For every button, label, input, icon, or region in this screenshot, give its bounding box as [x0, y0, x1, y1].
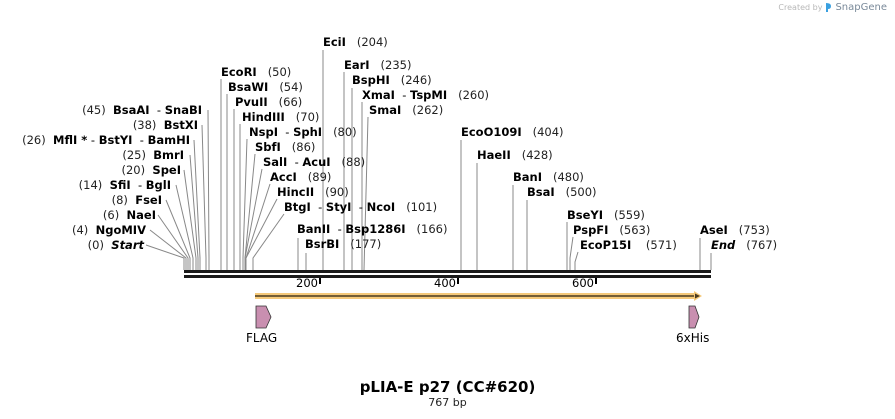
site-ecop15i[interactable]: EcoP15I (571) [580, 238, 677, 252]
site-bseyi[interactable]: BseYI (559) [567, 208, 645, 222]
snapgene-logo-icon [826, 3, 832, 12]
site-spei[interactable]: (20) SpeI [121, 163, 181, 177]
6xhis-feature-icon[interactable] [688, 305, 700, 329]
site-ecori[interactable]: EcoRI (50) [221, 65, 292, 79]
site-end[interactable]: End (767) [711, 238, 778, 252]
site-bsawi[interactable]: BsaWI (54) [228, 80, 303, 94]
feature-label-flag[interactable]: FLAG [246, 331, 278, 345]
ruler-ticks [319, 278, 597, 284]
ruler-label-200: 200 [296, 276, 318, 290]
site-pvuii[interactable]: PvuII (66) [235, 95, 303, 109]
credit-prefix: Created by [778, 3, 823, 12]
site-hindiii[interactable]: HindIII (70) [242, 110, 320, 124]
site-sfii-bgli[interactable]: (14) SfiI - BglI [78, 178, 171, 192]
site-smai[interactable]: SmaI (262) [369, 103, 444, 117]
site-haeii[interactable]: HaeII (428) [477, 148, 553, 162]
site-bsai[interactable]: BsaI (500) [527, 185, 597, 199]
site-bstxi[interactable]: (38) BstXI [132, 118, 198, 132]
map-length: 767 bp [428, 396, 467, 409]
sequence-backbone-bottom [184, 275, 711, 278]
site-sbfi[interactable]: SbfI (86) [255, 140, 316, 154]
site-btgi-styi-ncoi[interactable]: BtgI - StyI - NcoI (101) [284, 200, 438, 214]
site-connector-lines [145, 50, 712, 271]
sequence-backbone-top [184, 270, 711, 273]
site-acci[interactable]: AccI (89) [270, 170, 332, 184]
site-eari[interactable]: EarI (235) [344, 58, 412, 72]
map-title: pLIA-E p27 (CC#620) [359, 378, 536, 396]
site-fsei[interactable]: (8) FseI [111, 193, 162, 207]
site-hincii[interactable]: HincII (90) [277, 185, 349, 199]
site-asei[interactable]: AseI (753) [700, 223, 770, 237]
site-pspfi[interactable]: PspFI (563) [573, 223, 651, 237]
site-xmai-tspmi[interactable]: XmaI - TspMI (260) [362, 88, 490, 102]
site-bmri[interactable]: (25) BmrI [122, 148, 184, 162]
ruler-label-600: 600 [572, 276, 594, 290]
site-start[interactable]: (0) Start [87, 238, 144, 252]
site-banii-bsp1286i[interactable]: BanII - Bsp1286I (166) [297, 222, 448, 236]
site-bsrbi[interactable]: BsrBI (177) [305, 237, 382, 251]
feature-label-6xhis[interactable]: 6xHis [676, 331, 710, 345]
site-bani[interactable]: BanI (480) [513, 170, 584, 184]
site-sali-acui[interactable]: SalI - AcuI (88) [263, 155, 366, 169]
flag-feature-icon[interactable] [255, 305, 272, 329]
ruler-label-400: 400 [434, 276, 456, 290]
site-ecoo109i[interactable]: EcoO109I (404) [461, 125, 564, 139]
snapgene-credit: Created by SnapGene [778, 2, 887, 13]
orf-arrow[interactable] [255, 291, 702, 301]
site-bsphi[interactable]: BspHI (246) [352, 73, 432, 87]
site-bsaai-snabi[interactable]: (45) BsaAI - SnaBI [82, 103, 202, 117]
site-mfli-bstyi-bamhi[interactable]: (26) MflI * - BstYI - BamHI [22, 133, 190, 147]
site-ngomiv[interactable]: (4) NgoMIV [72, 223, 146, 237]
site-ecii[interactable]: EciI (204) [323, 35, 388, 49]
site-naei[interactable]: (6) NaeI [102, 208, 156, 222]
credit-brand: SnapGene [835, 2, 887, 13]
site-nspi-sphi[interactable]: NspI - SphI (80) [249, 125, 357, 139]
